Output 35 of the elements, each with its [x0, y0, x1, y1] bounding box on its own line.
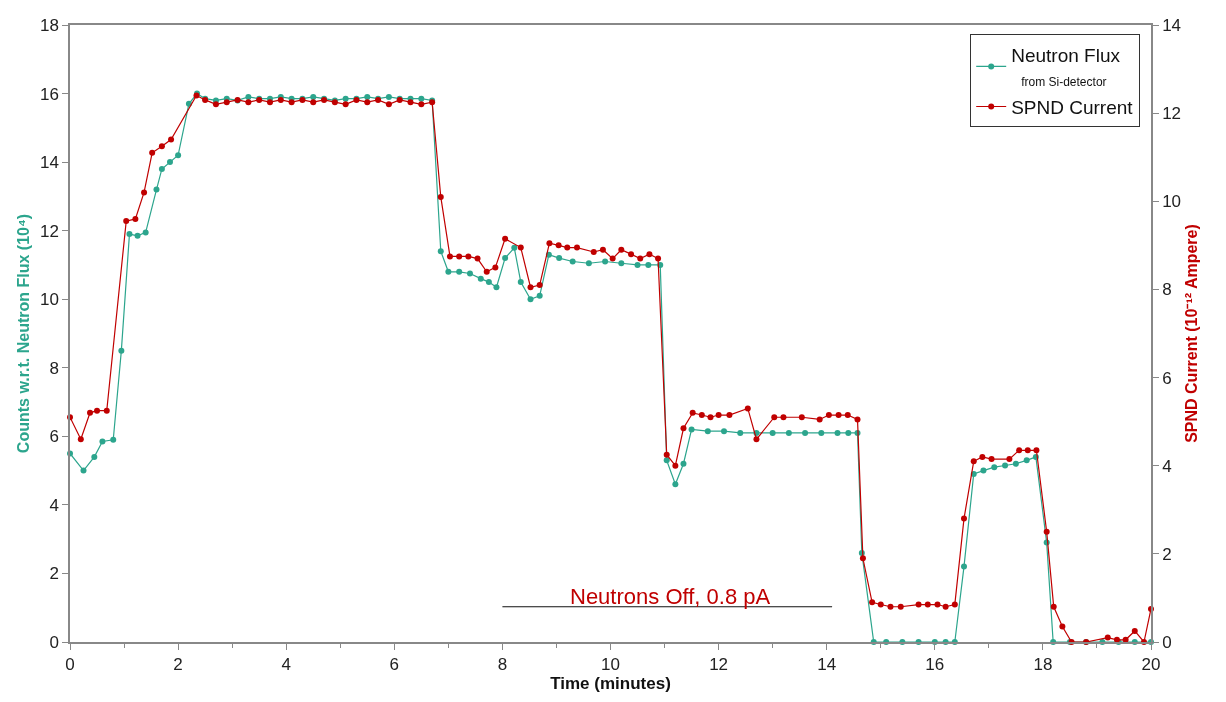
- y2-tick-label: 4: [1162, 456, 1172, 476]
- y-tick-label: 4: [49, 495, 59, 515]
- x-tick-label: 8: [497, 655, 508, 675]
- y2-tick-label: 14: [1162, 15, 1182, 35]
- y2-tick-label: 0: [1162, 632, 1172, 652]
- y-tick-label: 16: [39, 84, 59, 104]
- y-tick-label: 6: [49, 427, 59, 447]
- x-tick-label: 20: [1141, 655, 1161, 675]
- y-axis-title: Counts w.r.t. Neutron Flux (10⁴): [15, 213, 33, 454]
- x-tick-label: 2: [173, 655, 183, 675]
- x-tick-label: 10: [601, 655, 620, 675]
- y2-tick-label: 12: [1162, 104, 1182, 124]
- y-tick-label: 10: [39, 290, 59, 310]
- y2-axis-title: SPND Current (10⁻¹² Ampere): [1183, 224, 1201, 443]
- x-tick-label: 12: [709, 655, 729, 675]
- y-tick-label: 8: [49, 358, 59, 378]
- y2-tick-label: 8: [1162, 280, 1172, 300]
- x-tick-label: 0: [65, 655, 75, 675]
- legend-label: Neutron Flux from Si-detector: [1011, 44, 1121, 90]
- x-tick-label: 14: [817, 655, 837, 675]
- y2-tick-label: 6: [1162, 368, 1172, 388]
- x-tick-label: 18: [1033, 655, 1053, 675]
- x-tick-label: 6: [389, 655, 400, 675]
- annotation: Neutrons Off, 0.8 pA: [570, 584, 771, 609]
- x-axis-title: Time (minutes): [550, 674, 671, 694]
- y-tick-label: 12: [39, 221, 59, 241]
- legend-label: SPND Current: [1011, 96, 1134, 118]
- x-tick-label: 16: [925, 655, 945, 675]
- y2-tick-label: 10: [1162, 192, 1182, 212]
- y-tick-label: 14: [39, 153, 59, 173]
- x-tick-label: 4: [281, 655, 291, 675]
- y-tick-label: 0: [49, 632, 59, 652]
- y2-tick-label: 2: [1162, 544, 1172, 564]
- y-tick-label: 18: [39, 15, 59, 35]
- y-tick-label: 2: [49, 564, 59, 584]
